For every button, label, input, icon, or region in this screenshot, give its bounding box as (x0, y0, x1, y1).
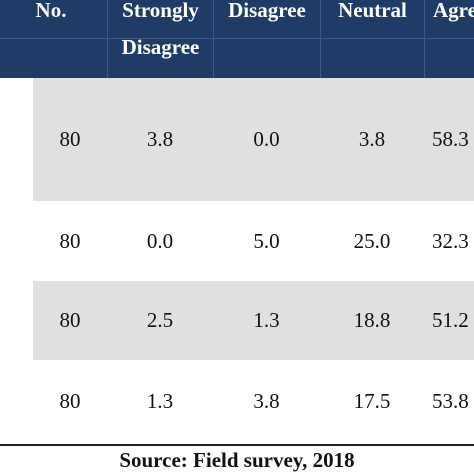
cell-neutral: 3.8 (358, 127, 386, 151)
row-left-gap (0, 78, 33, 201)
header-disagree-label: Disagree (228, 0, 306, 22)
header-cell-neutral: Neutral (320, 0, 424, 78)
cell-no: 80 (59, 228, 81, 253)
cell-disagree: 1.3 (253, 308, 280, 332)
cell-strongly-disagree: 1.3 (146, 388, 174, 413)
cell-no: 80 (59, 127, 81, 151)
table-row: 80 2.5 1.3 18.8 51.2 (0, 281, 474, 360)
cell-strongly-disagree: 2.5 (146, 308, 174, 332)
cell-neutral: 17.5 (353, 388, 391, 413)
cell-no: 80 (59, 308, 81, 332)
cell-no: 80 (59, 388, 81, 413)
cell-neutral: 25.0 (353, 228, 391, 253)
survey-table: No. Strongly Disagree Disagree Neutral A… (0, 0, 474, 442)
cell-disagree: 5.0 (253, 228, 280, 253)
header-no-label: No. (35, 0, 67, 22)
table-row: 80 0.0 5.0 25.0 32.3 (0, 201, 474, 281)
cell-disagree: 3.8 (253, 388, 280, 413)
header-cell-no: No. (0, 0, 107, 78)
cell-neutral: 18.8 (353, 308, 391, 332)
header-agree-label: Agre (433, 0, 474, 22)
cell-agree: 51.2 (432, 308, 469, 332)
cell-agree: 53.8 (432, 388, 469, 413)
cell-agree: 32.3 (432, 228, 469, 253)
row-left-gap (0, 281, 33, 360)
header-cell-strongly-disagree: Strongly Disagree (107, 0, 213, 78)
table-row: 80 3.8 0.0 3.8 58.3 (0, 78, 474, 201)
header-neutral-label: Neutral (338, 0, 407, 22)
header-cell-agree: Agre (424, 0, 474, 78)
cell-disagree: 0.0 (253, 127, 280, 151)
header-disagree-sub-label: Disagree (121, 35, 200, 59)
header-divider (0, 38, 474, 39)
cell-strongly-disagree: 0.0 (146, 228, 174, 253)
table-source-note: Source: Field survey, 2018 (0, 444, 474, 474)
header-strongly-label: Strongly (122, 0, 199, 22)
table-row: 80 1.3 3.8 17.5 53.8 (0, 360, 474, 442)
cell-agree: 58.3 (432, 127, 469, 151)
header-cell-disagree: Disagree (213, 0, 320, 78)
table-header: No. Strongly Disagree Disagree Neutral A… (0, 0, 474, 78)
cell-strongly-disagree: 3.8 (146, 127, 174, 151)
